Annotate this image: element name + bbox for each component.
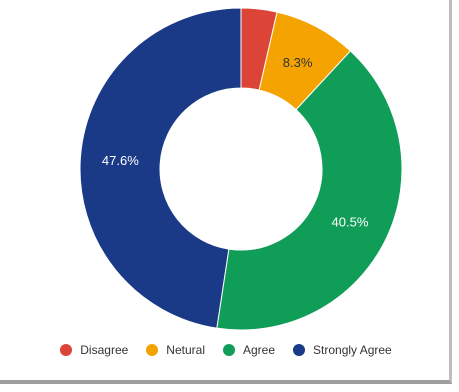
legend-label: Strongly Agree xyxy=(313,343,392,357)
donut-slice-strongly-agree[interactable] xyxy=(79,7,242,329)
donut-slice-agree[interactable] xyxy=(216,50,403,331)
legend-swatch xyxy=(60,344,73,356)
legend-label: Netural xyxy=(166,343,205,357)
legend-swatch xyxy=(293,344,306,356)
chart-card: 8.3% 40.5% 47.6% Disagree Netural Agree St… xyxy=(0,0,452,384)
legend-label: Agree xyxy=(242,343,276,357)
legend-item-disagree[interactable]: Disagree xyxy=(60,343,128,357)
slice-label-agree: 40.5% xyxy=(332,215,369,230)
slice-label-netural: 8.3% xyxy=(283,55,313,70)
chart-legend: Disagree Netural Agree Strongly Agree xyxy=(0,343,452,357)
legend-item-strongly-agree[interactable]: Strongly Agree xyxy=(293,343,392,357)
legend-item-agree[interactable]: Agree xyxy=(222,343,276,357)
legend-label: Disagree xyxy=(80,343,129,357)
slice-label-strongly-agree: 47.6% xyxy=(102,153,139,168)
legend-swatch xyxy=(222,344,235,356)
legend-item-netural[interactable]: Netural xyxy=(146,343,205,357)
legend-swatch xyxy=(146,344,159,356)
donut-chart: 8.3% 40.5% 47.6% xyxy=(79,7,403,331)
